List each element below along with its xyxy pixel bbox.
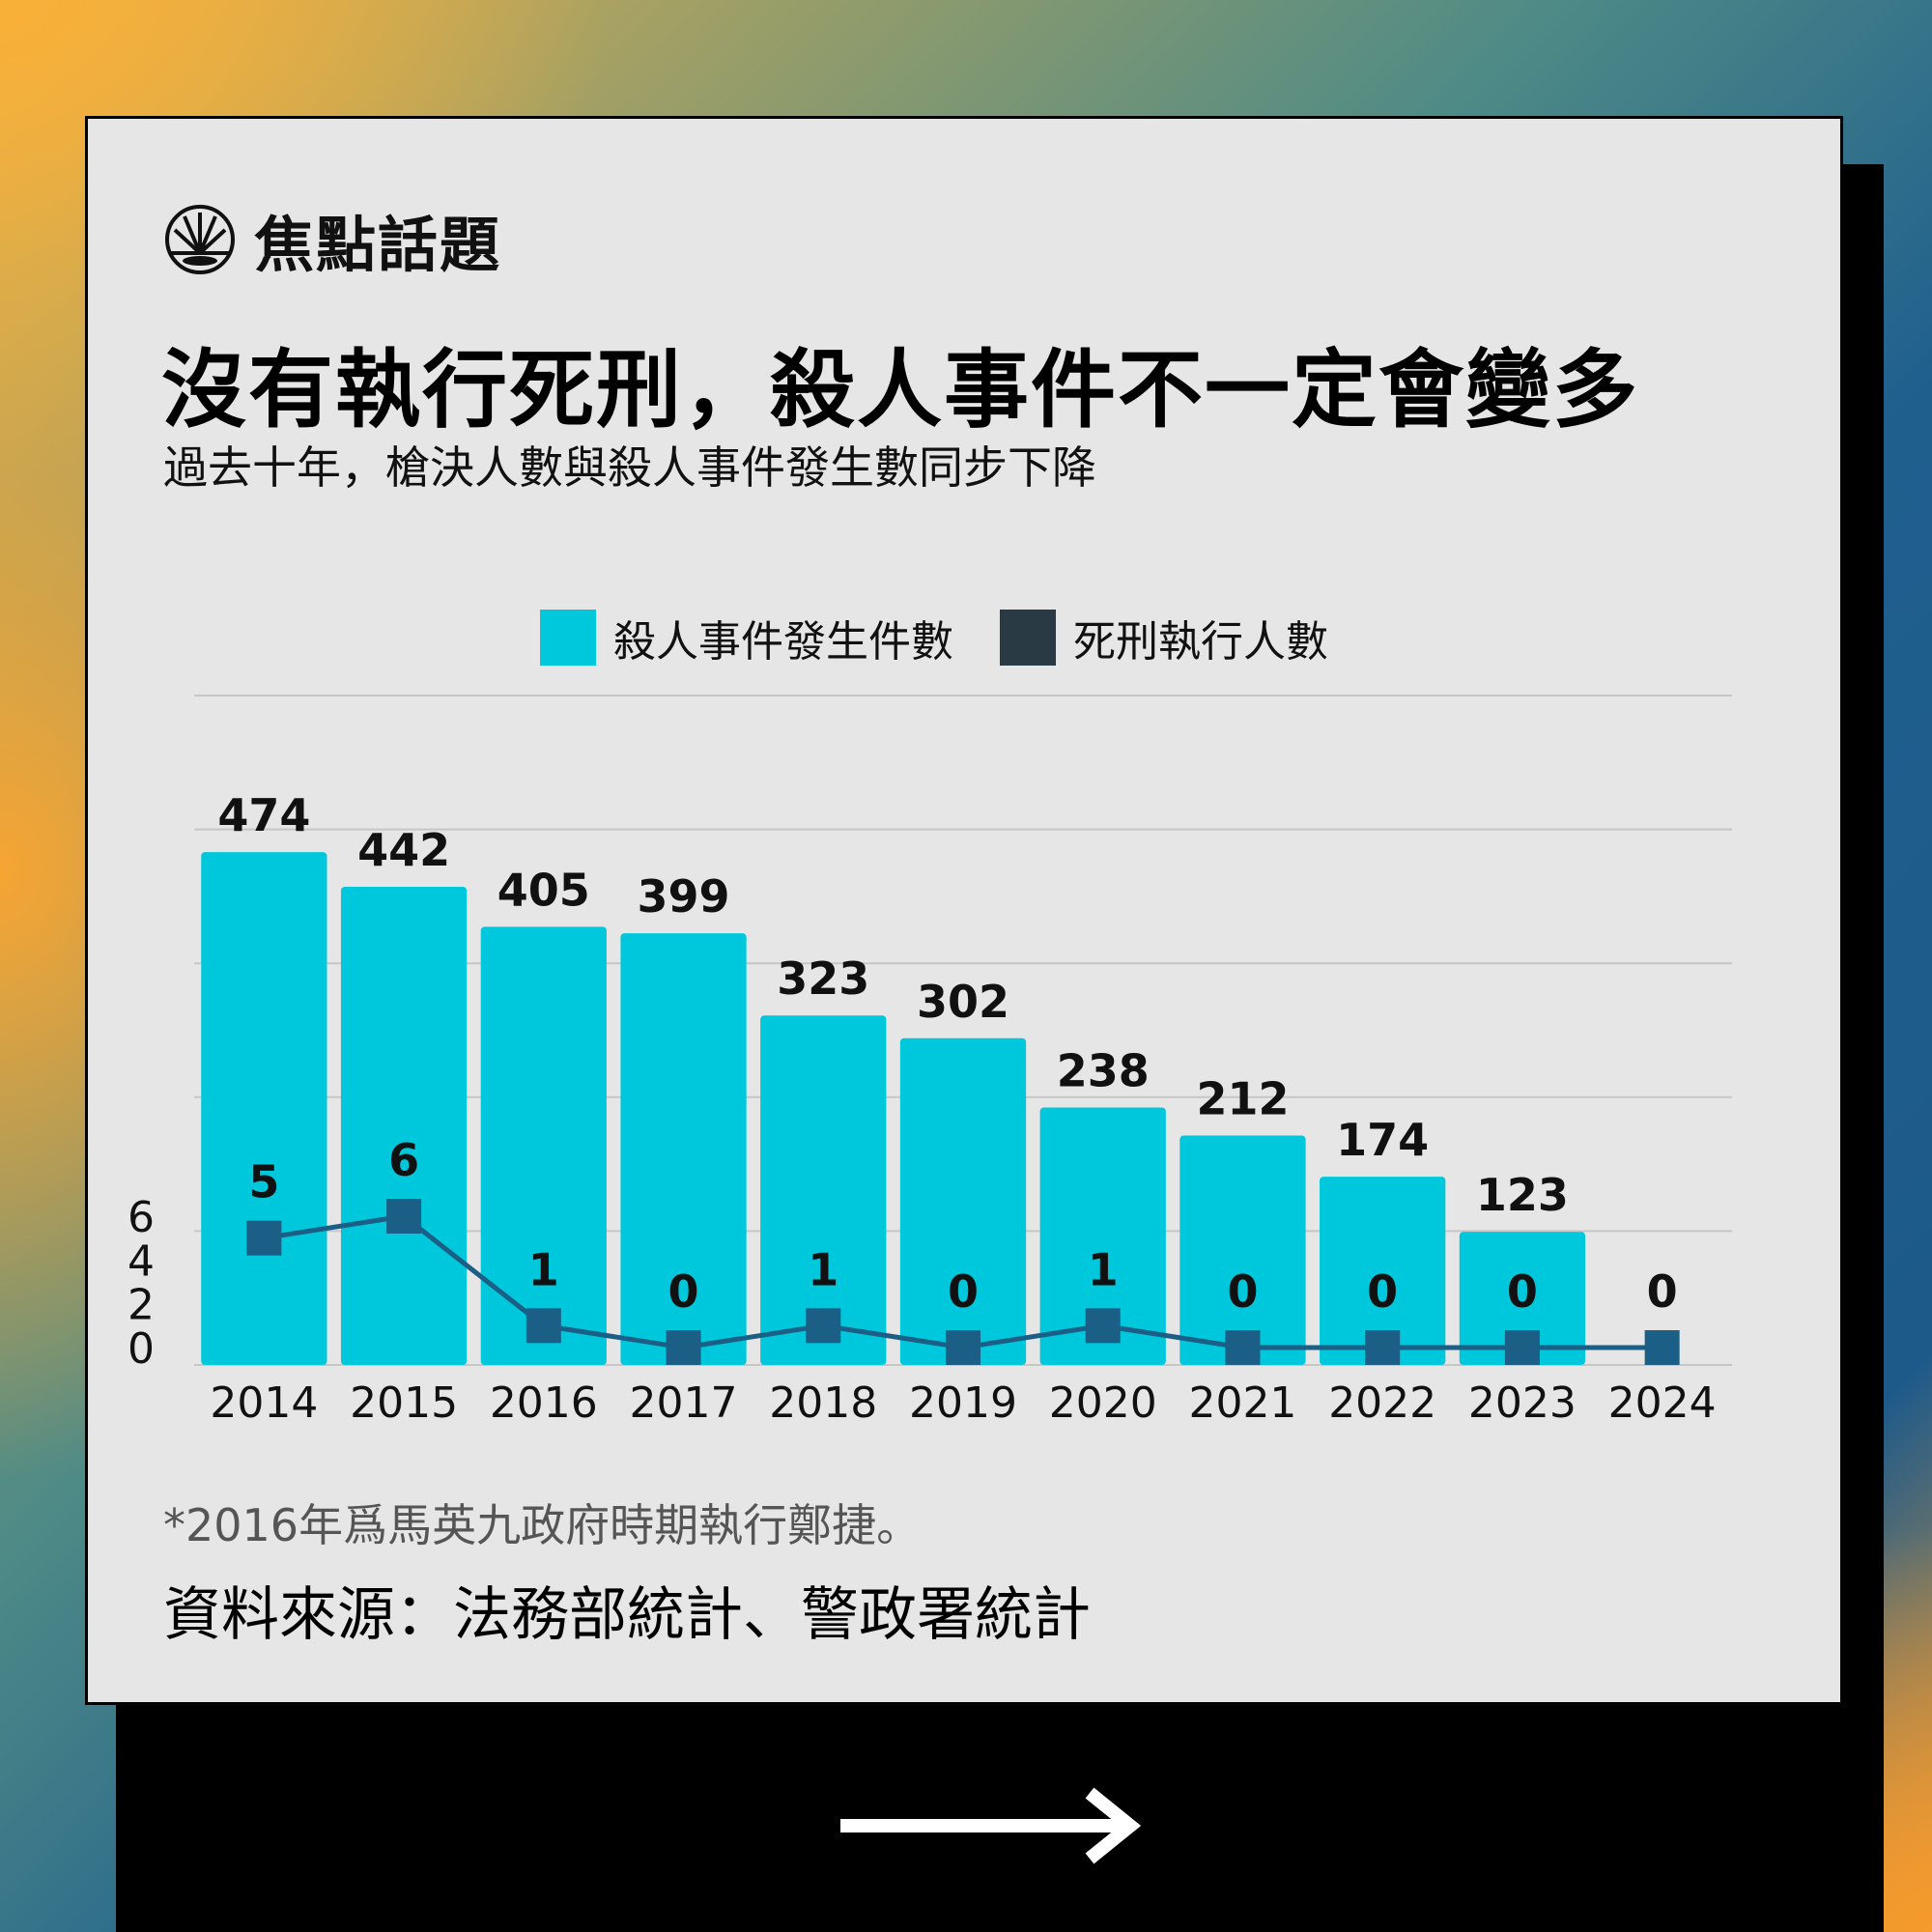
- executions-value-label-2018: 1: [808, 1243, 838, 1295]
- bar-2023: [1459, 1232, 1586, 1365]
- chart-svg: 4742014442201540520163992017323201830220…: [128, 695, 1732, 1428]
- legend-swatch-homicide: [540, 610, 596, 666]
- bar-value-label-2021: 212: [1196, 1073, 1289, 1125]
- executions-value-label-2021: 0: [1227, 1265, 1258, 1318]
- bar-2021: [1179, 1135, 1306, 1365]
- bar-2015: [340, 886, 468, 1365]
- x-tick-label-2018: 2018: [769, 1378, 877, 1428]
- bar-value-label-2020: 238: [1057, 1044, 1150, 1096]
- footnote: *2016年爲馬英九政府時期執行鄭捷。: [163, 1499, 922, 1551]
- legend-label-homicide: 殺人事件發生件數: [613, 617, 953, 667]
- x-tick-label-2020: 2020: [1049, 1378, 1157, 1428]
- executions-marker-2021: [1225, 1330, 1261, 1365]
- executions-marker-2020: [1085, 1308, 1121, 1344]
- executions-value-label-2024: 0: [1647, 1265, 1678, 1318]
- y2-tick-label-6: 6: [128, 1193, 155, 1242]
- executions-value-label-2023: 0: [1507, 1265, 1538, 1318]
- source-text: 資料來源：法務部統計、警政署統計: [163, 1581, 1091, 1649]
- y2-tick-label-2: 2: [128, 1281, 155, 1330]
- y2-tick-label-4: 4: [128, 1236, 155, 1286]
- x-tick-label-2022: 2022: [1328, 1378, 1436, 1428]
- executions-value-label-2014: 5: [248, 1156, 279, 1208]
- x-tick-label-2019: 2019: [909, 1378, 1017, 1428]
- bar-value-label-2017: 399: [638, 870, 730, 923]
- bar-value-label-2018: 323: [777, 952, 869, 1005]
- legend: 殺人事件發生件數 死刑執行人數: [540, 607, 1375, 668]
- bar-value-label-2014: 474: [217, 789, 310, 841]
- executions-marker-2017: [666, 1330, 701, 1365]
- executions-marker-2016: [526, 1308, 561, 1344]
- executions-marker-2018: [806, 1308, 841, 1344]
- x-tick-label-2021: 2021: [1188, 1378, 1296, 1428]
- x-tick-label-2023: 2023: [1468, 1378, 1577, 1428]
- executions-marker-2023: [1504, 1330, 1540, 1365]
- bar-2016: [480, 926, 607, 1365]
- chart-card: 焦點話題 沒有執行死刑，殺人事件不一定會變多 過去十年，槍決人數與殺人事件發生數…: [85, 116, 1843, 1705]
- x-tick-label-2017: 2017: [630, 1378, 738, 1428]
- executions-value-label-2016: 1: [528, 1243, 559, 1295]
- brand-name: 焦點話題: [254, 210, 502, 280]
- bar-value-label-2023: 123: [1476, 1169, 1569, 1221]
- executions-value-label-2020: 1: [1088, 1243, 1119, 1295]
- chart-title: 沒有執行死刑，殺人事件不一定會變多: [161, 340, 1640, 440]
- bar-value-label-2019: 302: [917, 976, 1009, 1028]
- bar-value-label-2016: 405: [497, 864, 590, 916]
- executions-value-label-2022: 0: [1367, 1265, 1398, 1318]
- legend-item-executions: 死刑執行人數: [1000, 607, 1328, 668]
- executions-marker-2019: [946, 1330, 980, 1365]
- arrow-right-icon[interactable]: [840, 1787, 1159, 1864]
- executions-marker-2024: [1644, 1330, 1680, 1365]
- x-tick-label-2016: 2016: [490, 1378, 598, 1428]
- bar-2020: [1039, 1107, 1166, 1365]
- x-tick-label-2024: 2024: [1608, 1378, 1717, 1428]
- legend-item-homicide: 殺人事件發生件數: [540, 607, 953, 668]
- bar-2022: [1320, 1177, 1446, 1365]
- executions-marker-2015: [386, 1199, 422, 1234]
- executions-value-label-2017: 0: [668, 1265, 699, 1318]
- bar-2014: [201, 852, 327, 1365]
- bar-2018: [760, 1015, 887, 1365]
- executions-marker-2022: [1365, 1330, 1401, 1365]
- executions-value-label-2019: 0: [948, 1265, 979, 1318]
- y2-tick-label-0: 0: [128, 1324, 155, 1374]
- bar-value-label-2015: 442: [357, 824, 450, 876]
- legend-swatch-executions: [1000, 610, 1056, 666]
- bar-2017: [620, 933, 747, 1365]
- executions-value-label-2015: 6: [388, 1134, 419, 1186]
- brand: 焦點話題: [163, 196, 501, 283]
- executions-marker-2014: [246, 1220, 282, 1256]
- bar-value-label-2022: 174: [1336, 1114, 1429, 1166]
- x-tick-label-2015: 2015: [350, 1378, 458, 1428]
- bar-2019: [899, 1037, 1027, 1365]
- legend-label-executions: 死刑執行人數: [1073, 617, 1328, 667]
- sunrise-icon: [165, 205, 235, 274]
- chart-subtitle: 過去十年，槍決人數與殺人事件發生數同步下降: [163, 441, 1096, 494]
- x-tick-label-2014: 2014: [210, 1378, 318, 1428]
